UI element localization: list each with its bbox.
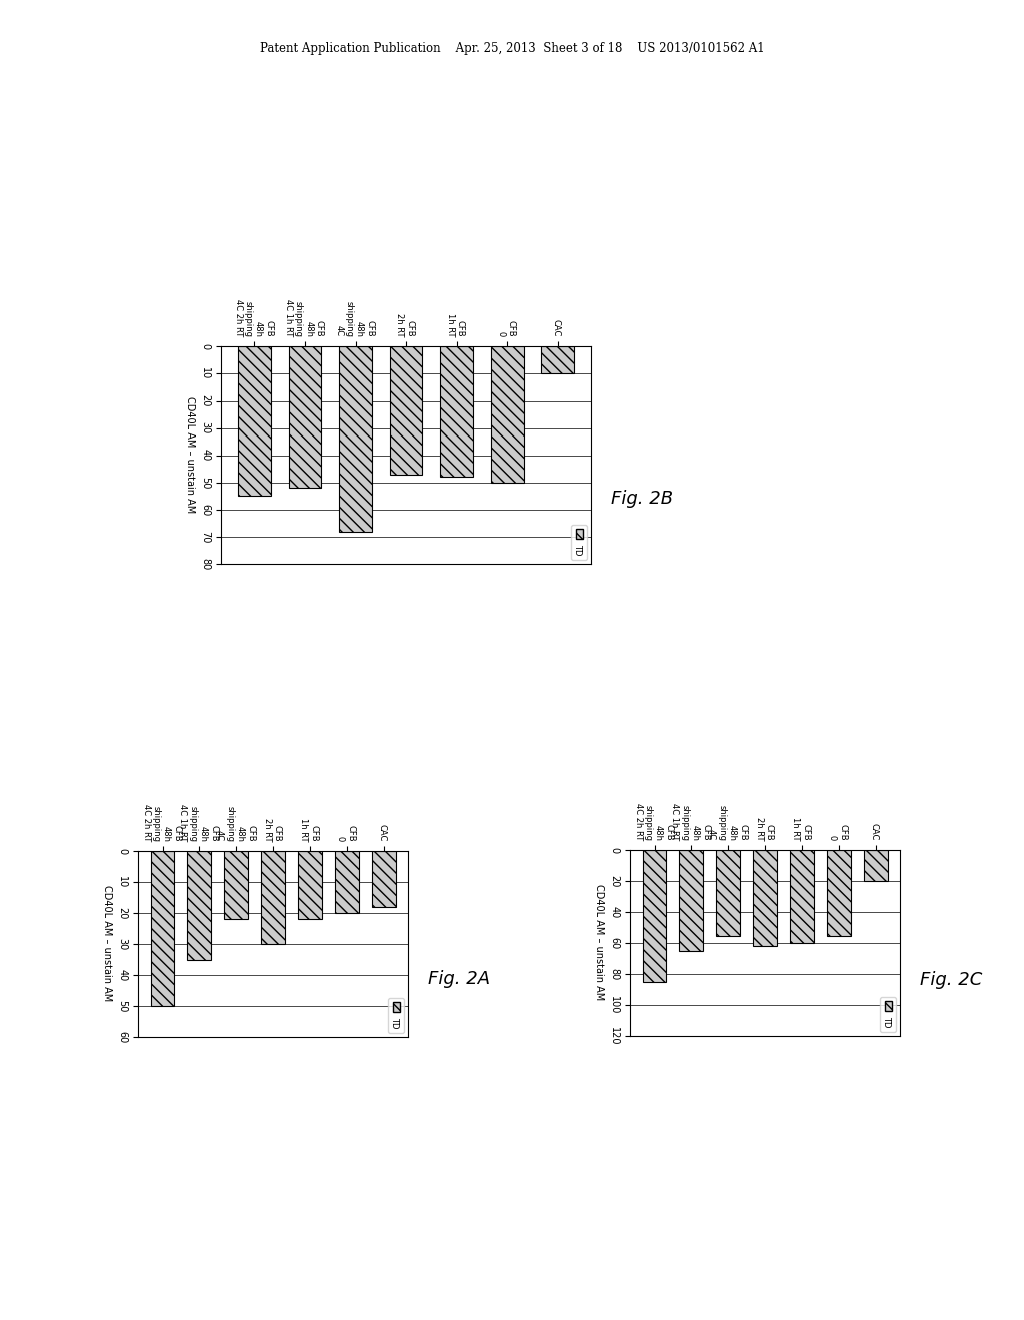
Text: Fig. 2A: Fig. 2A [428,970,490,989]
Text: Fig. 2B: Fig. 2B [611,490,674,508]
Text: Fig. 2C: Fig. 2C [920,972,982,989]
Text: Patent Application Publication    Apr. 25, 2013  Sheet 3 of 18    US 2013/010156: Patent Application Publication Apr. 25, … [260,42,764,55]
